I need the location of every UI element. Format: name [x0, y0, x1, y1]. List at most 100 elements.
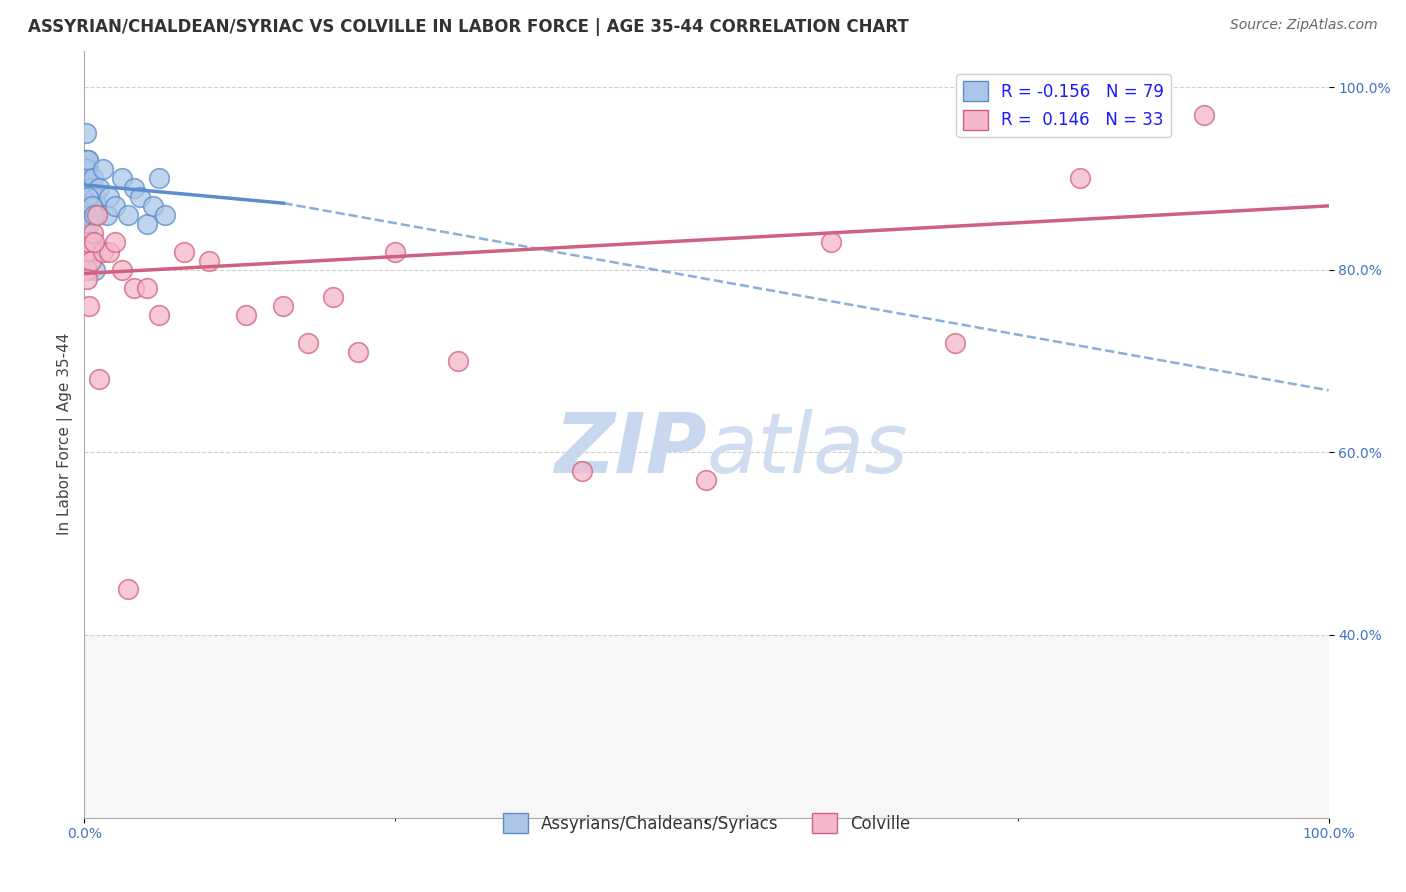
- Point: [153, 208, 176, 222]
- Point: [98, 190, 121, 204]
- Point: [76, 171, 98, 186]
- Point: [76, 190, 98, 204]
- Point: [148, 309, 170, 323]
- Point: [77, 217, 100, 231]
- Point: [79, 235, 101, 250]
- Point: [89, 180, 111, 194]
- Point: [80, 199, 103, 213]
- Point: [77, 153, 100, 168]
- Point: [77, 208, 100, 222]
- Point: [322, 290, 344, 304]
- Point: [76, 208, 98, 222]
- Point: [75, 190, 97, 204]
- Point: [76, 171, 98, 186]
- Point: [76, 190, 98, 204]
- Point: [135, 217, 157, 231]
- Point: [77, 171, 100, 186]
- Point: [75, 244, 97, 259]
- Point: [75, 171, 97, 186]
- Point: [75, 199, 97, 213]
- Point: [148, 171, 170, 186]
- Point: [75, 190, 97, 204]
- Point: [77, 208, 100, 222]
- Point: [77, 235, 100, 250]
- Point: [77, 199, 100, 213]
- Text: ASSYRIAN/CHALDEAN/SYRIAC VS COLVILLE IN LABOR FORCE | AGE 35-44 CORRELATION CHAR: ASSYRIAN/CHALDEAN/SYRIAC VS COLVILLE IN …: [28, 18, 908, 36]
- Point: [75, 126, 97, 140]
- Y-axis label: In Labor Force | Age 35-44: In Labor Force | Age 35-44: [58, 333, 73, 535]
- Point: [75, 162, 97, 177]
- Point: [76, 180, 98, 194]
- Point: [76, 180, 98, 194]
- Point: [76, 180, 98, 194]
- Point: [82, 171, 104, 186]
- Point: [91, 162, 114, 177]
- Point: [76, 162, 98, 177]
- Point: [197, 253, 219, 268]
- Point: [75, 208, 97, 222]
- Point: [77, 162, 100, 177]
- Point: [77, 190, 100, 204]
- Bar: [84, 635, 1329, 818]
- Point: [104, 235, 127, 250]
- Point: [82, 244, 104, 259]
- Point: [76, 162, 98, 177]
- Text: atlas: atlas: [706, 409, 908, 490]
- Point: [104, 199, 127, 213]
- Point: [82, 227, 104, 241]
- Point: [75, 180, 97, 194]
- Point: [79, 253, 101, 268]
- Text: Source: ZipAtlas.com: Source: ZipAtlas.com: [1230, 18, 1378, 32]
- Point: [384, 244, 406, 259]
- Point: [122, 281, 145, 295]
- Point: [86, 199, 108, 213]
- Point: [75, 162, 97, 177]
- Point: [76, 153, 98, 168]
- Point: [75, 153, 97, 168]
- Point: [83, 208, 105, 222]
- Point: [75, 171, 97, 186]
- Point: [117, 208, 139, 222]
- Point: [820, 235, 842, 250]
- Point: [91, 244, 114, 259]
- Point: [273, 299, 295, 313]
- Text: ZIP: ZIP: [554, 409, 706, 490]
- Point: [84, 262, 107, 277]
- Point: [77, 199, 100, 213]
- Point: [77, 208, 100, 222]
- Point: [76, 199, 98, 213]
- Point: [77, 171, 100, 186]
- Point: [347, 345, 370, 359]
- Point: [86, 208, 108, 222]
- Point: [75, 171, 97, 186]
- Point: [75, 180, 97, 194]
- Point: [77, 153, 100, 168]
- Legend: Assyrians/Chaldeans/Syriacs, Colville: Assyrians/Chaldeans/Syriacs, Colville: [496, 806, 917, 840]
- Point: [89, 372, 111, 386]
- Point: [75, 227, 97, 241]
- Point: [117, 582, 139, 597]
- Point: [173, 244, 195, 259]
- Point: [76, 208, 98, 222]
- Point: [75, 199, 97, 213]
- Point: [77, 190, 100, 204]
- Point: [76, 162, 98, 177]
- Point: [135, 281, 157, 295]
- Point: [76, 180, 98, 194]
- Point: [83, 208, 105, 222]
- Point: [76, 162, 98, 177]
- Point: [76, 208, 98, 222]
- Point: [571, 464, 593, 478]
- Point: [76, 262, 98, 277]
- Point: [83, 235, 105, 250]
- Point: [77, 190, 100, 204]
- Point: [75, 180, 97, 194]
- Point: [695, 473, 717, 487]
- Point: [76, 199, 98, 213]
- Point: [75, 199, 97, 213]
- Point: [297, 335, 319, 350]
- Point: [943, 335, 966, 350]
- Point: [1192, 107, 1215, 121]
- Point: [122, 180, 145, 194]
- Point: [75, 190, 97, 204]
